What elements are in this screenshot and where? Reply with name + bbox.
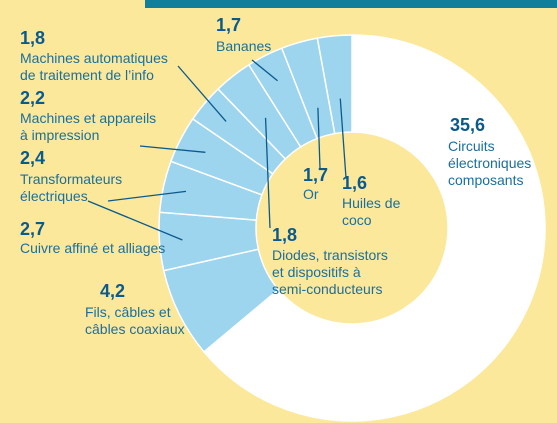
leader-line [339,98,347,179]
donut-hole [257,133,447,323]
value-label: 2,2 [20,88,45,108]
leader-line [107,190,187,202]
header-bar [145,0,557,8]
leader-line [87,200,183,241]
donut-slice [202,34,546,422]
value-label: 1,6 [342,173,367,193]
value-label: 2,4 [20,148,45,168]
value-label: 1,8 [20,28,45,48]
category-label: Diodes, transistors et dispositifs à semi-… [272,247,388,297]
category-label: Or [303,186,319,202]
leader-line [139,145,206,153]
category-label: Bananes [216,38,271,54]
value-label: 35,6 [450,115,485,135]
category-label: Fils, câbles et câbles coaxiaux [85,304,185,337]
leader-line [251,59,278,82]
leader-line [177,65,227,122]
value-label: 1,8 [272,225,297,245]
value-label: 4,2 [100,281,125,301]
category-label: Machines automatiques de traitement de l’… [20,50,168,83]
value-label: 1,7 [303,165,328,185]
category-label: Huiles de coco [342,195,401,228]
category-label: Cuivre affiné et alliages [20,240,165,256]
value-label: 1,7 [216,15,241,35]
leader-line [317,107,321,169]
category-label: Circuits électroniques composants [448,138,531,188]
category-label: Machines et appareils à impression [20,110,156,143]
leader-line [264,117,271,229]
category-label: Transformateurs électriques [20,171,122,204]
value-label: 2,7 [20,219,45,239]
donut-slice [316,34,353,135]
